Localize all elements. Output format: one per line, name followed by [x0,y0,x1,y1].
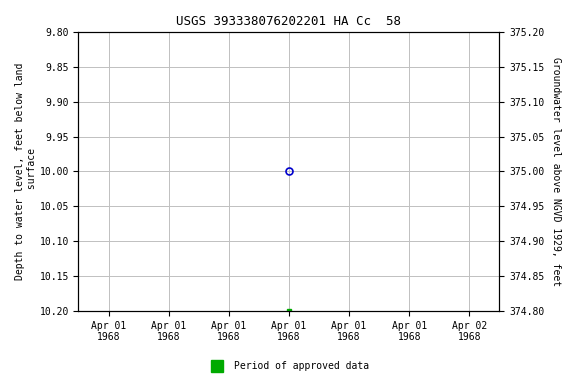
Title: USGS 393338076202201 HA Cc  58: USGS 393338076202201 HA Cc 58 [176,15,401,28]
Legend: Period of approved data: Period of approved data [203,358,373,375]
Y-axis label: Groundwater level above NGVD 1929, feet: Groundwater level above NGVD 1929, feet [551,57,561,286]
Y-axis label: Depth to water level, feet below land
 surface: Depth to water level, feet below land su… [15,63,37,280]
